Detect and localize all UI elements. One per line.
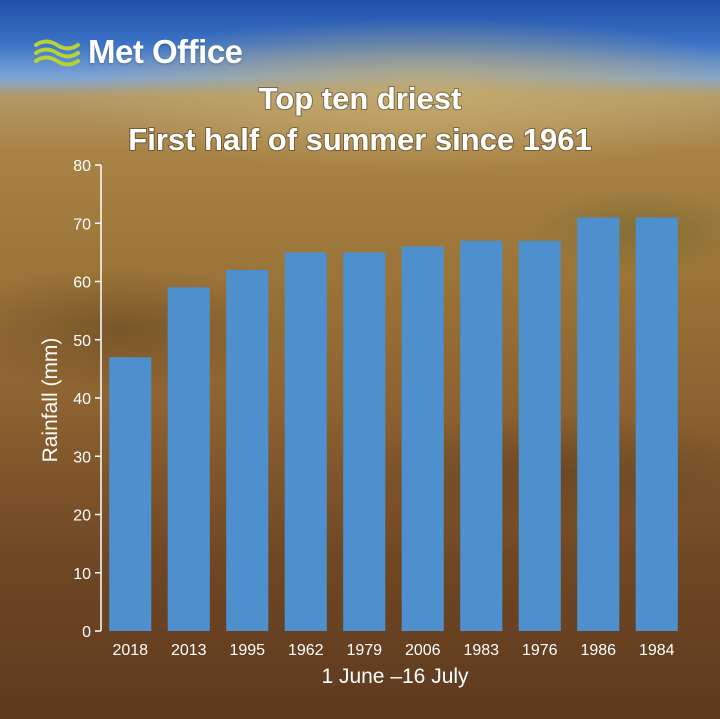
bar-1995 [226, 269, 269, 631]
x-axis-label: 1 June –16 July [321, 665, 469, 688]
x-tick-label: 2018 [112, 642, 148, 659]
y-tick-label: 0 [82, 624, 91, 641]
bar-1976 [518, 240, 561, 631]
brand-name: Met Office [88, 33, 243, 70]
chart-subtitle: First half of summer since 1961 [128, 122, 591, 157]
y-tick-label: 60 [73, 275, 91, 292]
x-tick-label: 1976 [522, 642, 558, 659]
bar-2018 [109, 357, 152, 631]
y-tick-label: 20 [73, 508, 91, 525]
x-tick-label: 1962 [288, 642, 324, 659]
y-tick-label: 80 [73, 158, 91, 175]
bars [109, 217, 678, 632]
bar-1983 [460, 240, 503, 631]
x-tick-label: 1984 [639, 642, 675, 659]
chart-title: Top ten driest [259, 81, 462, 116]
y-tick-label: 40 [73, 391, 91, 408]
x-tick-label: 2013 [171, 642, 207, 659]
x-tick-label: 1979 [346, 642, 382, 659]
y-axis-label: Rainfall (mm) [39, 338, 62, 463]
bar-1986 [577, 217, 620, 632]
y-axis: 0 10 20 30 40 50 60 70 80 [73, 158, 102, 641]
y-tick-label: 30 [73, 449, 91, 466]
x-tick-label: 2006 [405, 642, 441, 659]
bar-1979 [343, 252, 386, 631]
x-tick-label: 1983 [463, 642, 499, 659]
met-office-waves-icon [34, 39, 80, 67]
bar-1984 [635, 217, 678, 632]
bar-2006 [401, 246, 444, 632]
x-axis-labels: 2018 2013 1995 1962 1979 2006 1983 1976 1986 1984 [112, 642, 674, 659]
y-tick-label: 70 [73, 216, 91, 233]
y-tick-label: 10 [73, 566, 91, 583]
x-tick-label: 1995 [229, 642, 265, 659]
bar-1962 [284, 252, 327, 631]
y-tick-label: 50 [73, 333, 91, 350]
x-tick-label: 1986 [580, 642, 616, 659]
bar-2013 [167, 287, 210, 631]
met-office-logo: Met Office [34, 33, 243, 71]
